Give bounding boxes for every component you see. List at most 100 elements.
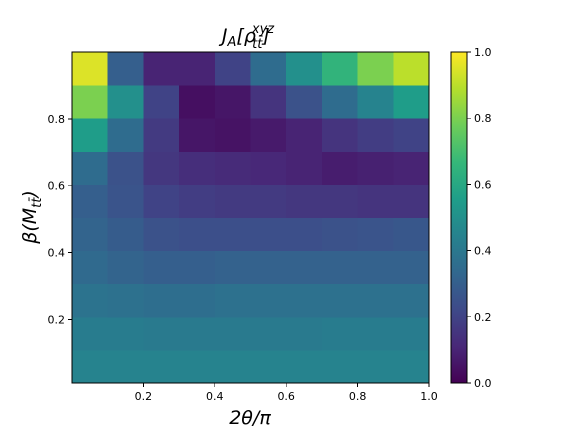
- heat-cell: [179, 118, 216, 152]
- heat-cell: [214, 118, 251, 152]
- heat-cell: [72, 316, 109, 351]
- heat-cell: [214, 184, 251, 218]
- heat-cell: [107, 250, 144, 285]
- heat-cell: [72, 283, 109, 318]
- heat-cell: [107, 85, 144, 119]
- title-part: J: [218, 25, 228, 47]
- heat-cell: [357, 283, 394, 318]
- x-tick-label: 0.2: [135, 390, 153, 403]
- heat-cell: [321, 283, 359, 318]
- heat-cell: [321, 349, 359, 384]
- heat-cell: [179, 52, 216, 86]
- heat-cell: [286, 316, 323, 351]
- heat-cell: [72, 250, 109, 285]
- heat-cell: [72, 118, 109, 152]
- heat-cell: [286, 85, 323, 119]
- heat-cell: [393, 85, 430, 119]
- heat-cell: [179, 283, 216, 318]
- heat-cell: [393, 184, 430, 218]
- heat-cell: [357, 349, 394, 384]
- heat-cell: [321, 250, 359, 285]
- heat-cell: [250, 283, 287, 318]
- heat-cell: [250, 184, 287, 218]
- heat-cell: [107, 52, 144, 86]
- heat-cell: [214, 151, 251, 185]
- heat-cell: [179, 250, 216, 285]
- heat-cell: [321, 52, 359, 86]
- heat-cell: [250, 217, 287, 252]
- heat-cell: [107, 217, 144, 252]
- heat-cell: [179, 316, 216, 351]
- heat-cell: [72, 85, 109, 119]
- y-tick-label: 0.8: [48, 113, 66, 126]
- heat-cell: [357, 118, 394, 152]
- heat-cell: [357, 250, 394, 285]
- heat-cell: [393, 316, 430, 351]
- heat-cell: [286, 151, 323, 185]
- heat-cell: [72, 151, 109, 185]
- heat-cell: [393, 217, 430, 252]
- heat-cell: [250, 118, 287, 152]
- colorbar: [450, 51, 468, 384]
- chart-title: JA[ρxyz tt̄]: [218, 22, 275, 52]
- heat-cell: [321, 316, 359, 351]
- colorbar-tick-label: 1.0: [474, 46, 492, 59]
- x-tick-label: 0.4: [206, 390, 224, 403]
- y-tick-label: 0.4: [48, 247, 66, 260]
- heat-cell: [250, 52, 287, 86]
- heat-cell: [143, 184, 180, 218]
- y-axis-label: β(Mtt̄): [19, 190, 45, 245]
- heat-cell: [214, 217, 251, 252]
- heat-cell: [393, 52, 430, 86]
- heat-cell: [143, 118, 180, 152]
- colorbar-tick-label: 0.4: [474, 245, 492, 258]
- colorbar-tick-label: 0.6: [474, 178, 492, 191]
- plot-frame: [71, 51, 430, 384]
- heat-cell: [179, 85, 216, 119]
- heat-cell: [393, 283, 430, 318]
- heat-cell: [286, 217, 323, 252]
- heat-cell: [107, 118, 144, 152]
- heat-cell: [107, 283, 144, 318]
- heat-cell: [357, 52, 394, 86]
- x-tick-label: 1.0: [420, 390, 438, 403]
- heat-cell: [321, 184, 359, 218]
- heat-cell: [357, 151, 394, 185]
- title-part: tt̄: [252, 37, 263, 52]
- heat-cell: [250, 316, 287, 351]
- heat-cell: [214, 85, 251, 119]
- heat-cell: [286, 184, 323, 218]
- heat-cell: [143, 316, 180, 351]
- heat-cell: [179, 217, 216, 252]
- heat-cell: [107, 349, 144, 384]
- heat-cell: [214, 52, 251, 86]
- y-label-part: β(M: [19, 208, 41, 245]
- x-tick-label: 0.6: [277, 390, 295, 403]
- heat-cell: [286, 283, 323, 318]
- heat-cell: [250, 85, 287, 119]
- heat-cell: [321, 118, 359, 152]
- heat-cell: [214, 283, 251, 318]
- colorbar-tick-label: 0.2: [474, 311, 492, 324]
- heat-cell: [357, 85, 394, 119]
- heat-cell: [179, 184, 216, 218]
- heat-cell: [214, 349, 251, 384]
- title-part: [ρ: [236, 25, 255, 47]
- heat-cell: [393, 250, 430, 285]
- y-tick-label: 0.2: [48, 313, 66, 326]
- heat-cell: [143, 250, 180, 285]
- heat-cell: [250, 250, 287, 285]
- title-part: A: [227, 35, 237, 50]
- heat-cell: [72, 217, 109, 252]
- heat-cell: [321, 151, 359, 185]
- heat-cell: [143, 151, 180, 185]
- heat-cell: [107, 184, 144, 218]
- heat-cell: [72, 184, 109, 218]
- heat-cell: [286, 118, 323, 152]
- heat-cell: [393, 151, 430, 185]
- colorbar-tick-label: 0.8: [474, 112, 492, 125]
- heat-cell: [143, 283, 180, 318]
- y-label-part: tt̄: [30, 197, 45, 208]
- heat-cell: [250, 349, 287, 384]
